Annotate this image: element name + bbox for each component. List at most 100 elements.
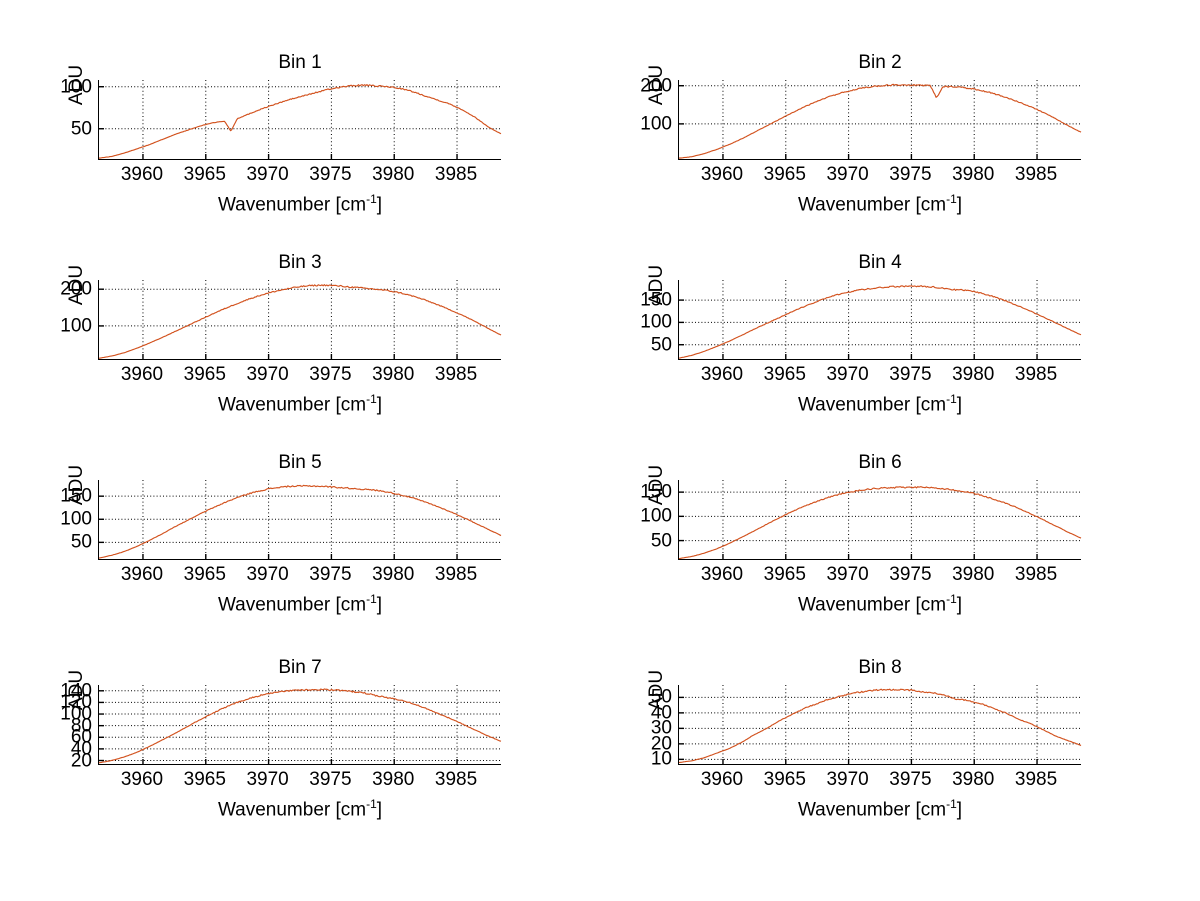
y-tick-label: 50 — [650, 334, 672, 356]
x-tick-label: 3985 — [1014, 364, 1058, 385]
y-tick-label: 140 — [60, 680, 92, 702]
x-axis-label-text: Wavenumber [cm — [797, 394, 947, 416]
y-tick-label: 100 — [640, 311, 672, 333]
x-tick-labels-6: 3960 3965 3970 3975 3980 3985 — [678, 564, 1080, 588]
x-tick-label: 3965 — [183, 769, 226, 790]
x-tick-labels-5: 3960 3965 3970 3975 3980 3985 — [98, 564, 500, 588]
y-tick-label: 20 — [650, 733, 672, 755]
plot-area-4 — [678, 280, 1082, 360]
x-tick-labels-2: 3960 3965 3970 3975 3980 3985 — [678, 164, 1080, 188]
y-tick-label: 80 — [70, 715, 92, 737]
x-axis-label-bracket: ] — [956, 194, 963, 216]
data-series-line — [98, 84, 502, 159]
y-tick-label: 50 — [70, 118, 92, 140]
plot-area-8 — [678, 685, 1082, 765]
panel-title-6: Bin 6 — [858, 452, 902, 473]
x-axis-label-2: Wavenumber [cm-1] — [620, 192, 1140, 216]
subplot-panel-6: Bin 6 ADU 50 100 150 3960 3965 3970 3975 3980 3985… — [620, 452, 1140, 657]
x-axis-label-1: Wavenumber [cm-1] — [40, 192, 560, 216]
plot-area-6 — [678, 480, 1082, 560]
x-tick-label: 3960 — [700, 769, 744, 790]
y-tick-label: 40 — [70, 738, 92, 760]
y-tick-label: 50 — [650, 530, 672, 552]
x-tick-labels-1: 3960 3965 3970 3975 3980 3985 — [98, 164, 500, 188]
x-axis-label-bracket: ] — [376, 799, 383, 821]
x-axis-label-8: Wavenumber [cm-1] — [620, 797, 1140, 821]
x-tick-labels-7: 3960 3965 3970 3975 3980 3985 — [98, 769, 500, 793]
data-series-line — [98, 484, 502, 559]
y-tick-labels-2: 100 200 — [620, 76, 674, 159]
panel-title-7: Bin 7 — [278, 657, 322, 678]
x-axis-label-4: Wavenumber [cm-1] — [620, 392, 1140, 416]
x-axis-label-text: Wavenumber [cm — [217, 799, 367, 821]
x-tick-label: 3985 — [434, 164, 478, 185]
y-tick-label: 10 — [650, 748, 672, 770]
y-tick-label: 50 — [650, 686, 672, 708]
subplot-panel-3: Bin 3 ADU 100 200 3960 3965 3970 3975 3980 3985 Wa… — [40, 252, 560, 457]
x-tick-label: 3965 — [763, 164, 806, 185]
subplot-panel-4: Bin 4 ADU 50 100 150 3960 3965 3970 3975 3980 3985… — [620, 252, 1140, 457]
subplot-panel-8: Bin 8 ADU 10 20 30 40 50 3960 3965 3970 3975 3980 39… — [620, 657, 1140, 862]
x-axis-label-exponent: -1 — [366, 797, 377, 811]
y-tick-label: 150 — [60, 485, 92, 507]
x-tick-label: 3980 — [372, 364, 415, 385]
data-series-line — [678, 688, 1082, 763]
x-axis-label-text: Wavenumber [cm — [797, 799, 947, 821]
x-tick-label: 3960 — [120, 564, 164, 585]
x-tick-label: 3985 — [1014, 164, 1058, 185]
x-tick-label: 3985 — [434, 769, 478, 790]
panel-title-5: Bin 5 — [278, 452, 322, 473]
y-tick-label: 100 — [640, 505, 672, 527]
x-axis-label-text: Wavenumber [cm — [217, 394, 367, 416]
x-tick-label: 3980 — [372, 564, 415, 585]
x-tick-label: 3960 — [120, 769, 164, 790]
x-tick-label: 3975 — [889, 769, 932, 790]
x-axis-label-exponent: -1 — [946, 392, 957, 406]
y-tick-labels-1: 50 100 — [40, 77, 94, 159]
x-axis-label-text: Wavenumber [cm — [217, 594, 367, 616]
x-axis-label-text: Wavenumber [cm — [797, 594, 947, 616]
y-tick-labels-6: 50 100 150 — [620, 480, 674, 559]
data-series-line — [678, 486, 1082, 560]
x-tick-label: 3985 — [434, 564, 478, 585]
x-axis-label-bracket: ] — [956, 799, 963, 821]
x-tick-label: 3965 — [183, 164, 226, 185]
x-axis-label-bracket: ] — [376, 394, 383, 416]
y-tick-label: 20 — [70, 750, 92, 771]
x-axis-label-exponent: -1 — [946, 797, 957, 811]
x-tick-label: 3985 — [1014, 564, 1058, 585]
y-tick-label: 200 — [640, 75, 672, 97]
x-axis-label-exponent: -1 — [366, 192, 377, 206]
x-tick-label: 3980 — [952, 769, 995, 790]
subplot-panel-5: Bin 5 ADU 50 100 150 3960 3965 3970 3975 3980 3985… — [40, 452, 560, 657]
plot-area-3 — [98, 280, 502, 360]
y-tick-label: 30 — [650, 717, 672, 739]
y-tick-labels-5: 50 100 150 — [40, 480, 94, 559]
y-tick-label: 100 — [60, 703, 92, 725]
x-tick-label: 3970 — [246, 564, 289, 585]
data-series-line — [98, 284, 502, 359]
x-tick-label: 3975 — [309, 364, 352, 385]
x-tick-label: 3975 — [889, 364, 932, 385]
x-axis-label-exponent: -1 — [366, 392, 377, 406]
x-tick-label: 3970 — [826, 164, 869, 185]
x-axis-label-6: Wavenumber [cm-1] — [620, 592, 1140, 616]
x-tick-label: 3970 — [246, 364, 289, 385]
plot-area-2 — [678, 80, 1082, 160]
x-tick-label: 3960 — [700, 164, 744, 185]
x-axis-label-bracket: ] — [956, 594, 963, 616]
y-tick-label: 200 — [60, 278, 92, 300]
x-tick-label: 3960 — [700, 564, 744, 585]
x-tick-label: 3960 — [700, 364, 744, 385]
x-tick-label: 3975 — [309, 564, 352, 585]
y-tick-label: 120 — [60, 691, 92, 713]
x-axis-label-text: Wavenumber [cm — [217, 194, 367, 216]
x-tick-label: 3965 — [763, 769, 806, 790]
subplot-panel-2: Bin 2 ADU 100 200 3960 3965 3970 3975 3980 3985 Wa… — [620, 52, 1140, 257]
x-tick-label: 3970 — [826, 564, 869, 585]
x-axis-label-exponent: -1 — [366, 592, 377, 606]
x-axis-label-exponent: -1 — [946, 192, 957, 206]
x-axis-label-5: Wavenumber [cm-1] — [40, 592, 560, 616]
plot-area-1 — [98, 80, 502, 160]
x-tick-labels-3: 3960 3965 3970 3975 3980 3985 — [98, 364, 500, 388]
